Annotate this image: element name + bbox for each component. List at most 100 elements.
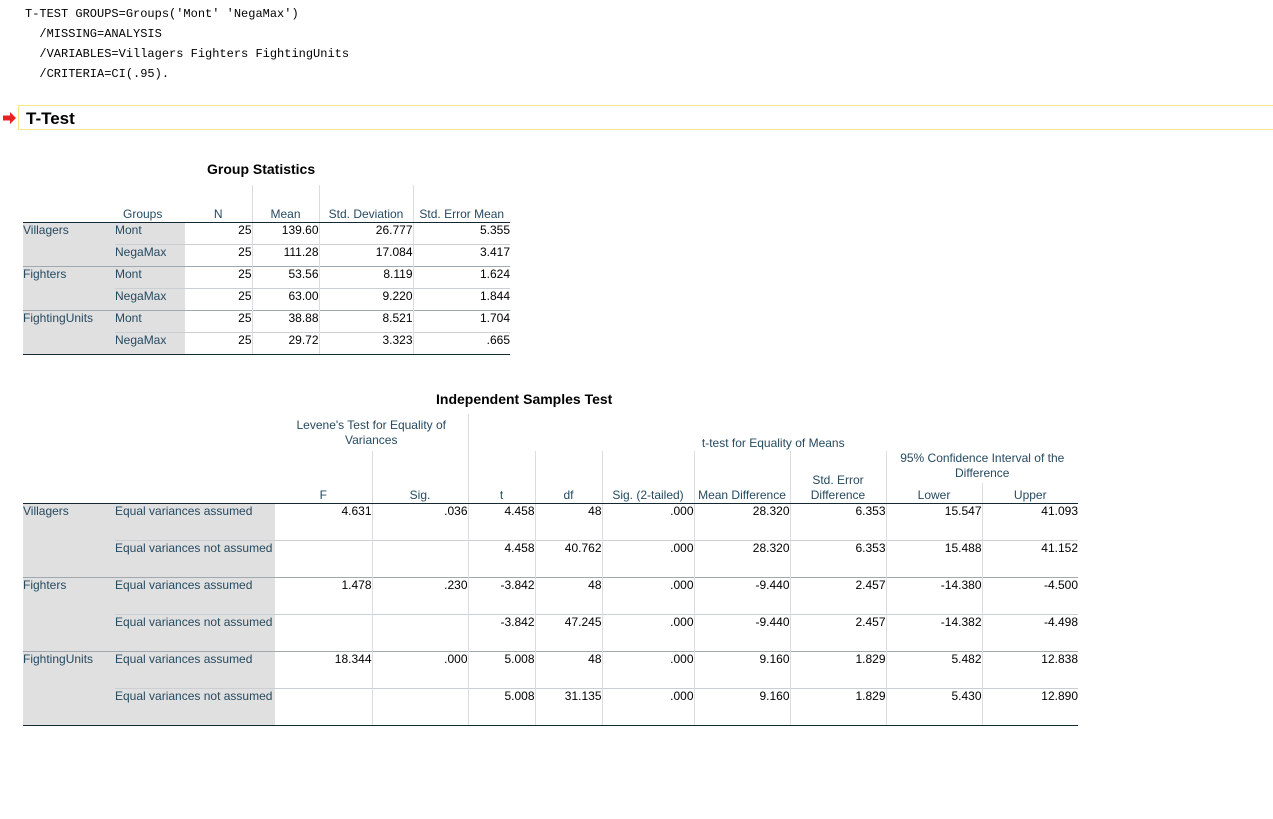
cell-upper: -4.498	[981, 613, 1078, 651]
col-header-df: df	[534, 451, 602, 504]
cell-std-error-difference: 2.457	[789, 613, 886, 651]
cell-sig-2-tailed: .000	[601, 613, 694, 651]
cell-mean-difference: -9.440	[693, 613, 790, 651]
cell-t: -3.842	[467, 613, 535, 651]
row-group: NegaMax	[115, 243, 185, 266]
cell-sig-2-tailed: .000	[601, 576, 694, 614]
cell-sig-2-tailed: .000	[601, 687, 694, 726]
table-row: Equal variances not assumed 4.458 40.762…	[23, 539, 1078, 577]
cell-std-error: 1.844	[412, 287, 510, 310]
col-header-mean: Mean	[251, 185, 319, 223]
cell-std-error-difference: 6.353	[789, 503, 886, 540]
cell-mean: 139.60	[251, 222, 319, 244]
cell-mean: 111.28	[251, 243, 319, 266]
cell-mean: 53.56	[251, 265, 319, 288]
cell-mean-difference: 28.320	[693, 503, 790, 540]
cell-sig-2-tailed: .000	[601, 539, 694, 577]
row-assumption: Equal variances assumed	[115, 503, 275, 540]
table-row: Villagers Equal variances assumed 4.631 …	[23, 503, 1078, 577]
cell-n: 25	[185, 309, 252, 332]
section-heading[interactable]: T-Test	[18, 105, 1273, 130]
row-group: Mont	[115, 265, 185, 288]
arrow-icon[interactable]	[3, 111, 17, 125]
row-variable-fighters: Fighters	[23, 265, 115, 310]
cell-mean: 29.72	[251, 331, 319, 355]
table-row: NegaMax 25 63.00 9.220 1.844	[23, 287, 510, 310]
cell-std-error-difference: 2.457	[789, 576, 886, 614]
col-header-mean-difference: Mean Difference	[693, 451, 790, 504]
cell-df: 47.245	[534, 613, 602, 651]
cell-df: 40.762	[534, 539, 602, 577]
cell-std-error: 5.355	[412, 222, 510, 244]
row-group: NegaMax	[115, 287, 185, 310]
col-header-f: F	[275, 451, 372, 504]
cell-f	[275, 613, 372, 651]
cell-lower: 15.488	[885, 539, 982, 577]
row-variable-fightingunits: FightingUnits	[23, 309, 115, 355]
cell-t: 5.008	[467, 650, 535, 688]
independent-samples-title: Independent Samples Test	[436, 391, 613, 407]
cell-std-error-difference: 1.829	[789, 650, 886, 688]
cell-t: 4.458	[467, 503, 535, 540]
cell-sig: .230	[371, 576, 468, 614]
row-variable-villagers: Villagers	[23, 503, 115, 577]
cell-mean-difference: -9.440	[693, 576, 790, 614]
table-row: Villagers Mont 25 139.60 26.777 5.355	[23, 222, 510, 266]
col-header-lower: Lower	[885, 483, 982, 504]
row-group: NegaMax	[115, 331, 185, 355]
cell-sig-2-tailed: .000	[601, 503, 694, 540]
cell-std-deviation: 3.323	[318, 331, 413, 355]
cell-df: 48	[534, 576, 602, 614]
cell-mean-difference: 9.160	[693, 687, 790, 726]
syntax-line: /VARIABLES=Villagers Fighters FightingUn…	[25, 47, 350, 61]
cell-std-deviation: 8.521	[318, 309, 413, 332]
cell-std-deviation: 26.777	[318, 222, 413, 244]
cell-t: 4.458	[467, 539, 535, 577]
cell-n: 25	[185, 331, 252, 355]
group-statistics-title: Group Statistics	[207, 161, 316, 177]
row-assumption: Equal variances not assumed	[115, 539, 275, 577]
cell-upper: 41.093	[981, 503, 1078, 540]
cell-sig: .000	[371, 650, 468, 688]
cell-sig	[371, 539, 468, 577]
cell-df: 48	[534, 503, 602, 540]
syntax-line: T-TEST GROUPS=Groups('Mont' 'NegaMax')	[25, 7, 299, 21]
col-header-upper: Upper	[981, 483, 1078, 504]
ci-header: 95% Confidence Interval of the Differenc…	[885, 451, 1078, 483]
cell-sig: .036	[371, 503, 468, 540]
col-header-n: N	[185, 185, 252, 223]
cell-std-deviation: 9.220	[318, 287, 413, 310]
table-row: NegaMax 25 29.72 3.323 .665	[23, 331, 510, 355]
section-title: T-Test	[26, 109, 75, 128]
cell-f	[275, 687, 372, 726]
table-row: FightingUnits Mont 25 38.88 8.521 1.704	[23, 309, 510, 355]
cell-std-error: 1.624	[412, 265, 510, 288]
row-group: Mont	[115, 309, 185, 332]
cell-df: 31.135	[534, 687, 602, 726]
col-header-sig: Sig.	[371, 451, 468, 504]
cell-f	[275, 539, 372, 577]
cell-std-deviation: 17.084	[318, 243, 413, 266]
ttest-header: t-test for Equality of Means	[467, 414, 1078, 451]
table-row: FightingUnits Equal variances assumed 18…	[23, 650, 1078, 726]
cell-sig	[371, 613, 468, 651]
cell-df: 48	[534, 650, 602, 688]
cell-t: -3.842	[467, 576, 535, 614]
table-row: Fighters Equal variances assumed 1.478 .…	[23, 576, 1078, 651]
cell-mean-difference: 9.160	[693, 650, 790, 688]
col-header-std-error-mean: Std. Error Mean	[412, 185, 510, 223]
group-statistics-header: Groups N Mean Std. Deviation Std. Error …	[23, 185, 510, 223]
row-assumption: Equal variances not assumed	[115, 687, 275, 726]
row-assumption: Equal variances assumed	[115, 650, 275, 688]
cell-std-deviation: 8.119	[318, 265, 413, 288]
table-row: Fighters Mont 25 53.56 8.119 1.624	[23, 265, 510, 310]
group-statistics-table[interactable]: Groups N Mean Std. Deviation Std. Error …	[23, 185, 510, 355]
col-header-sig-2-tailed: Sig. (2-tailed)	[601, 451, 694, 504]
col-header-groups: Groups	[115, 185, 185, 223]
cell-std-error: 1.704	[412, 309, 510, 332]
independent-samples-table[interactable]: Levene's Test for Equality of Variances …	[23, 414, 1078, 726]
row-group: Mont	[115, 222, 185, 244]
row-variable-fightingunits: FightingUnits	[23, 650, 115, 726]
levene-header: Levene's Test for Equality of Variances	[296, 418, 447, 447]
cell-n: 25	[185, 243, 252, 266]
